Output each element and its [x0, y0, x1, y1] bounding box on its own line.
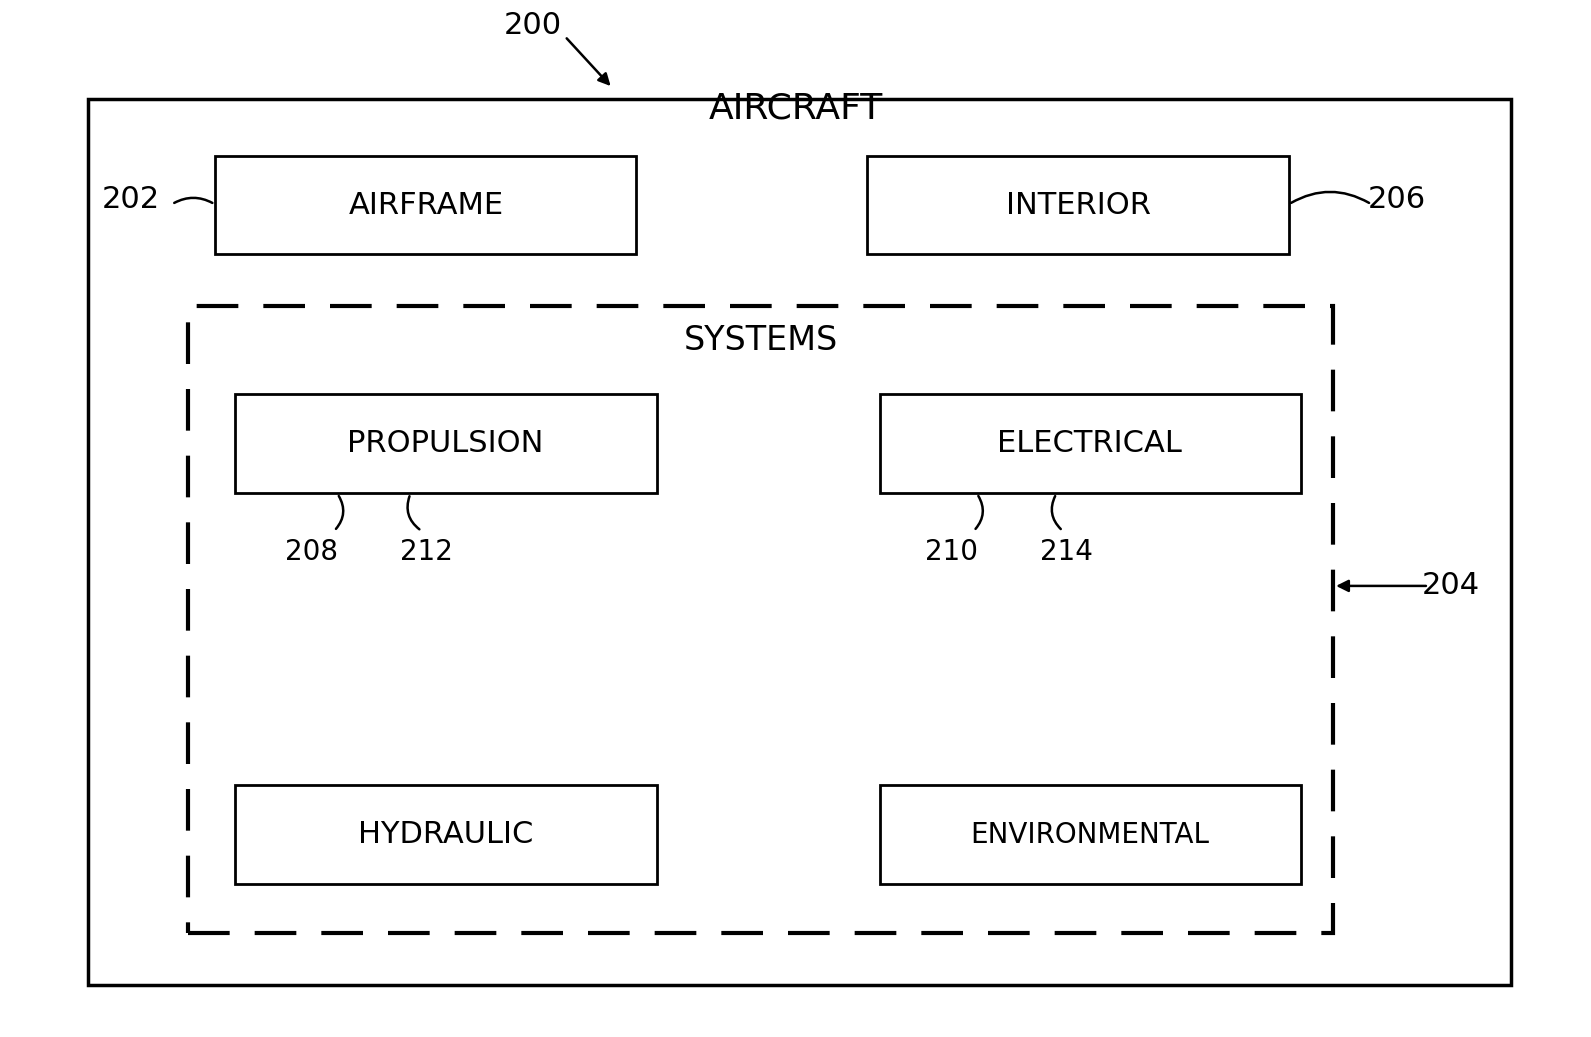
Text: INTERIOR: INTERIOR	[1006, 191, 1152, 220]
Text: 202: 202	[102, 185, 159, 214]
Text: 208: 208	[285, 537, 339, 566]
Bar	[867, 156, 1289, 254]
Text: 206: 206	[1368, 185, 1426, 214]
Text: ELECTRICAL: ELECTRICAL	[998, 429, 1182, 458]
Bar	[880, 785, 1301, 884]
Bar	[235, 785, 657, 884]
Bar	[880, 394, 1301, 493]
Text: PROPULSION: PROPULSION	[347, 429, 544, 458]
Bar	[88, 99, 1511, 985]
Bar	[235, 394, 657, 493]
Bar	[215, 156, 636, 254]
Text: 214: 214	[1039, 537, 1093, 566]
Text: 200: 200	[504, 11, 562, 40]
Text: SYSTEMS: SYSTEMS	[684, 324, 837, 357]
Text: AIRCRAFT: AIRCRAFT	[708, 92, 883, 125]
Text: 204: 204	[1422, 571, 1480, 600]
Text: HYDRAULIC: HYDRAULIC	[358, 820, 533, 849]
Text: ENVIRONMENTAL: ENVIRONMENTAL	[971, 820, 1209, 849]
Text: AIRFRAME: AIRFRAME	[348, 191, 504, 220]
Bar	[188, 306, 1333, 933]
Text: 210: 210	[924, 537, 978, 566]
Text: 212: 212	[399, 537, 453, 566]
